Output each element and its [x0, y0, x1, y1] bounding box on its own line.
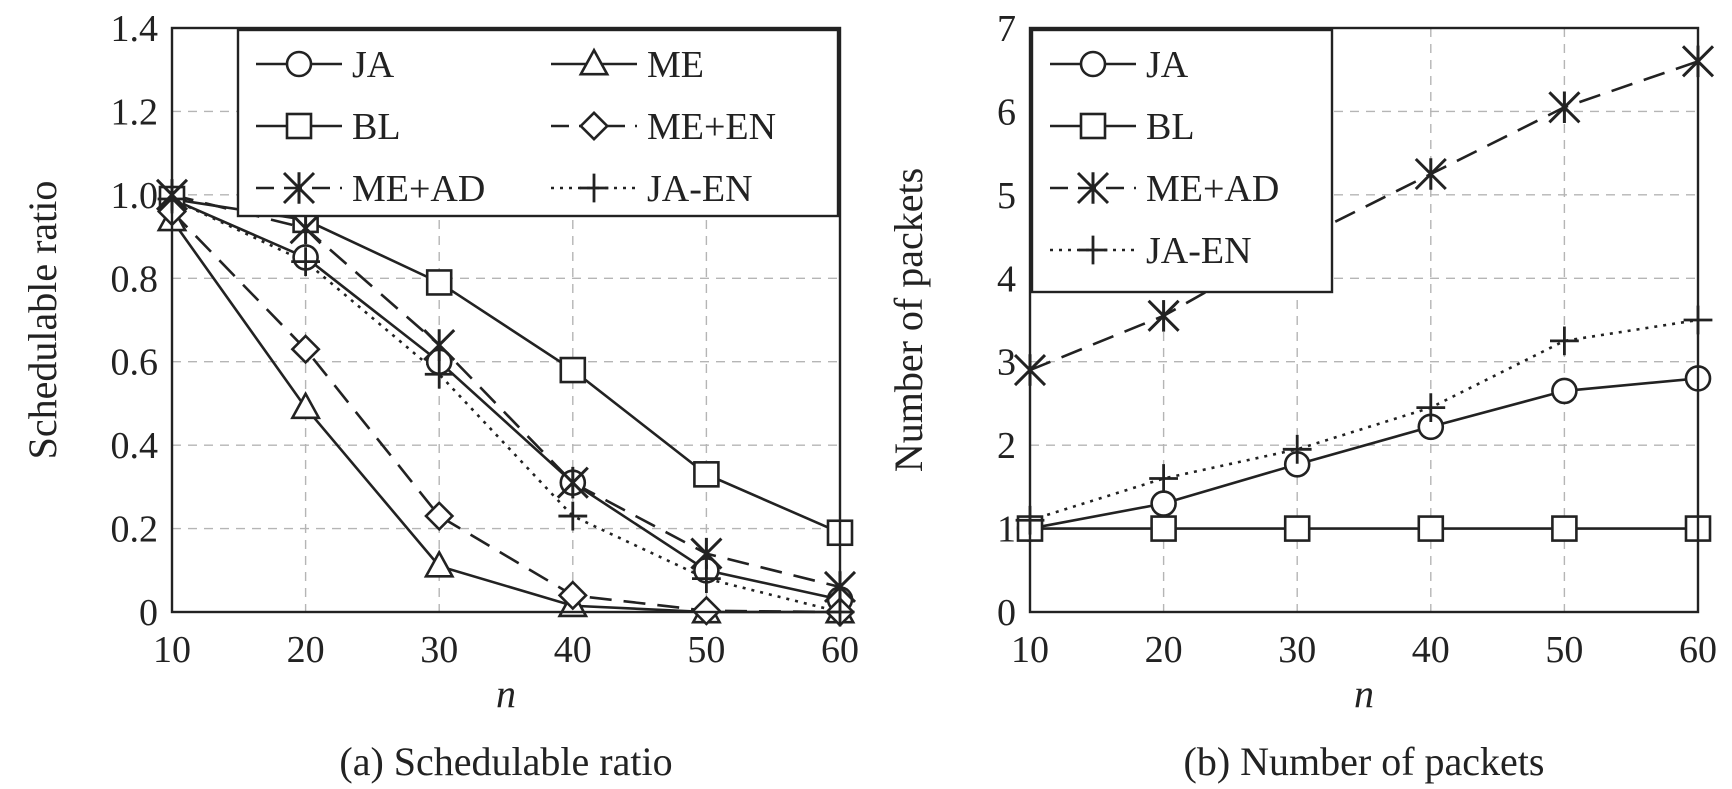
- chart-b-y-tick-label: 1: [997, 509, 1016, 551]
- chart-b-series-line-ja: [1029, 377, 1699, 530]
- chart-b-legend-marker-bl: [1079, 112, 1107, 140]
- chart-b-legend-marker-me-ad: [1076, 171, 1110, 205]
- chart-b-x-axis-label: n: [1354, 671, 1374, 716]
- chart-b-legend-label-bl: BL: [1146, 106, 1195, 148]
- chart-a-legend-marker-me-ad: [282, 171, 316, 205]
- chart-b-data-point-me-ad: [1147, 299, 1180, 332]
- chart-b-data-point-ja-en: [1416, 393, 1446, 422]
- chart-a-series-line-me-en: [171, 210, 841, 614]
- chart-b-y-tick-label: 3: [997, 342, 1016, 384]
- chart-b-data-point-bl: [1283, 515, 1311, 542]
- chart-a-series-line-ja: [171, 197, 841, 601]
- chart-b-legend-marker-ja-en: [1078, 235, 1108, 265]
- chart-b-data-point-bl: [1551, 515, 1578, 542]
- chart-b-caption: (b) Number of packets: [1184, 739, 1545, 784]
- chart-a-plot-frame: [170, 26, 842, 614]
- chart-b-legend-label-ja-en: JA-EN: [1146, 230, 1252, 272]
- chart-b-legend-label-ja: JA: [1146, 44, 1189, 86]
- chart-a-series-line-ja-en: [171, 197, 841, 614]
- chart-a-y-tick-label: 1.0: [111, 175, 159, 217]
- chart-b-legend-marker-ja: [1079, 50, 1107, 78]
- chart-a-y-axis-label: Schedulable ratio: [20, 181, 65, 460]
- chart-a-y-tick-label: 0: [139, 592, 158, 634]
- chart-b-x-tick-label: 60: [1679, 629, 1717, 671]
- chart-a-y-tick-label: 0.2: [111, 509, 159, 551]
- chart-panel-b: 10 20 30 40 50 60 0 1 2 3 4 5 6 7 n Number of packets (b…: [886, 8, 1717, 784]
- chart-b-data-point-ja: [1551, 377, 1578, 405]
- chart-a-data-point-me-en: [290, 334, 321, 365]
- chart-b-data-point-me-ad: [1548, 91, 1581, 124]
- chart-b-y-tick-label: 4: [997, 258, 1016, 300]
- chart-a-legend-box: [236, 28, 840, 218]
- chart-a-data-point-ja-en: [692, 564, 721, 594]
- chart-a-legend-label-me-ad: ME+AD: [352, 168, 485, 210]
- chart-a-data-point-ja-en: [291, 247, 320, 276]
- chart-a-data-point-me-ad: [423, 328, 456, 362]
- chart-a-y-tick-label: 0.4: [111, 425, 159, 467]
- chart-b-series-line-me-ad: [1029, 60, 1699, 372]
- chart-panel-a: 10 20 30 40 50 60 0 0.2 0.4 0.6 0.8 1.0 1.2 1.4 n Sched…: [20, 8, 859, 784]
- chart-a-data-point-bl: [559, 356, 587, 384]
- chart-a-data-point-bl: [693, 461, 720, 488]
- chart-a-x-axis-label: n: [496, 671, 516, 716]
- chart-a-x-tick-label: 30: [420, 629, 458, 671]
- chart-a-y-tick-label: 0.6: [111, 342, 159, 384]
- chart-b-data-point-bl: [1417, 515, 1445, 542]
- chart-b-legend-box: [1030, 28, 1334, 294]
- chart-b-x-tick-label: 40: [1412, 629, 1450, 671]
- chart-a-legend-label-me: ME: [647, 44, 704, 86]
- chart-b-data-point-me-ad: [1414, 157, 1447, 191]
- chart-b-series-line-ja-en: [1029, 318, 1699, 522]
- chart-a-legend-marker-ja: [285, 50, 313, 78]
- chart-a-data-point-me-ad: [556, 466, 589, 499]
- chart-a-legend-label-bl: BL: [352, 106, 401, 148]
- chart-b-data-point-ja: [1150, 490, 1177, 517]
- chart-b-data-point-ja-en: [1149, 464, 1178, 493]
- chart-a-legend-label-me-en: ME+EN: [647, 106, 776, 148]
- chart-a-x-tick-label: 20: [287, 629, 325, 671]
- chart-a-y-tick-label: 0.8: [111, 258, 159, 300]
- chart-a-data-point-me-en: [557, 580, 588, 611]
- chart-b-legend-label-me-ad: ME+AD: [1146, 168, 1279, 210]
- chart-a-x-tick-label: 50: [687, 629, 725, 671]
- chart-b-x-tick-label: 10: [1011, 629, 1049, 671]
- chart-a-data-point-me-en: [691, 595, 722, 626]
- chart-b-data-point-ja-en: [1282, 434, 1312, 464]
- chart-b-x-tick-label: 50: [1545, 629, 1583, 671]
- chart-a-legend-marker-bl: [285, 112, 313, 140]
- chart-a-data-point-me-en: [424, 501, 455, 532]
- chart-a-data-point-me: [290, 391, 321, 420]
- chart-b-y-tick-label: 5: [997, 175, 1016, 217]
- chart-a-data-point-ja-en: [558, 501, 588, 531]
- chart-b-y-tick-label: 7: [997, 8, 1016, 50]
- chart-a-x-tick-label: 40: [554, 629, 592, 671]
- chart-a-legend-label-ja: JA: [352, 44, 395, 86]
- chart-a-y-tick-label: 1.2: [111, 91, 159, 133]
- chart-b-y-tick-label: 0: [997, 592, 1016, 634]
- chart-b-y-axis-label: Number of packets: [886, 168, 931, 472]
- chart-a-data-point-me-ad: [289, 212, 322, 245]
- chart-b-x-tick-label: 30: [1278, 629, 1316, 671]
- chart-a-legend-marker-me: [578, 47, 610, 76]
- chart-a-legend-marker-me-en: [578, 110, 610, 142]
- chart-a-legend-label-ja-en: JA-EN: [647, 168, 753, 210]
- chart-a-y-tick-label: 1.4: [111, 8, 159, 50]
- chart-a-series-line-bl: [171, 197, 841, 534]
- chart-b-y-tick-label: 6: [997, 91, 1016, 133]
- chart-a-data-point-me: [423, 549, 455, 578]
- chart-a-x-tick-label: 60: [821, 629, 859, 671]
- chart-b-data-point-bl: [1150, 515, 1177, 542]
- chart-a-series-line-me-ad: [171, 193, 841, 589]
- chart-a-data-point-me-ad: [690, 537, 723, 570]
- chart-a-x-tick-label: 10: [153, 629, 191, 671]
- chart-a-data-point-bl: [425, 269, 453, 296]
- chart-a-caption: (a) Schedulable ratio: [339, 739, 672, 784]
- chart-a-data-point-ja-en: [424, 359, 454, 389]
- chart-b-data-point-ja-en: [1550, 326, 1579, 356]
- chart-b-plot-frame: [1028, 26, 1700, 614]
- chart-a-legend-marker-ja-en: [579, 173, 609, 203]
- chart-b-y-tick-label: 2: [997, 425, 1016, 467]
- chart-b-x-tick-label: 20: [1145, 629, 1183, 671]
